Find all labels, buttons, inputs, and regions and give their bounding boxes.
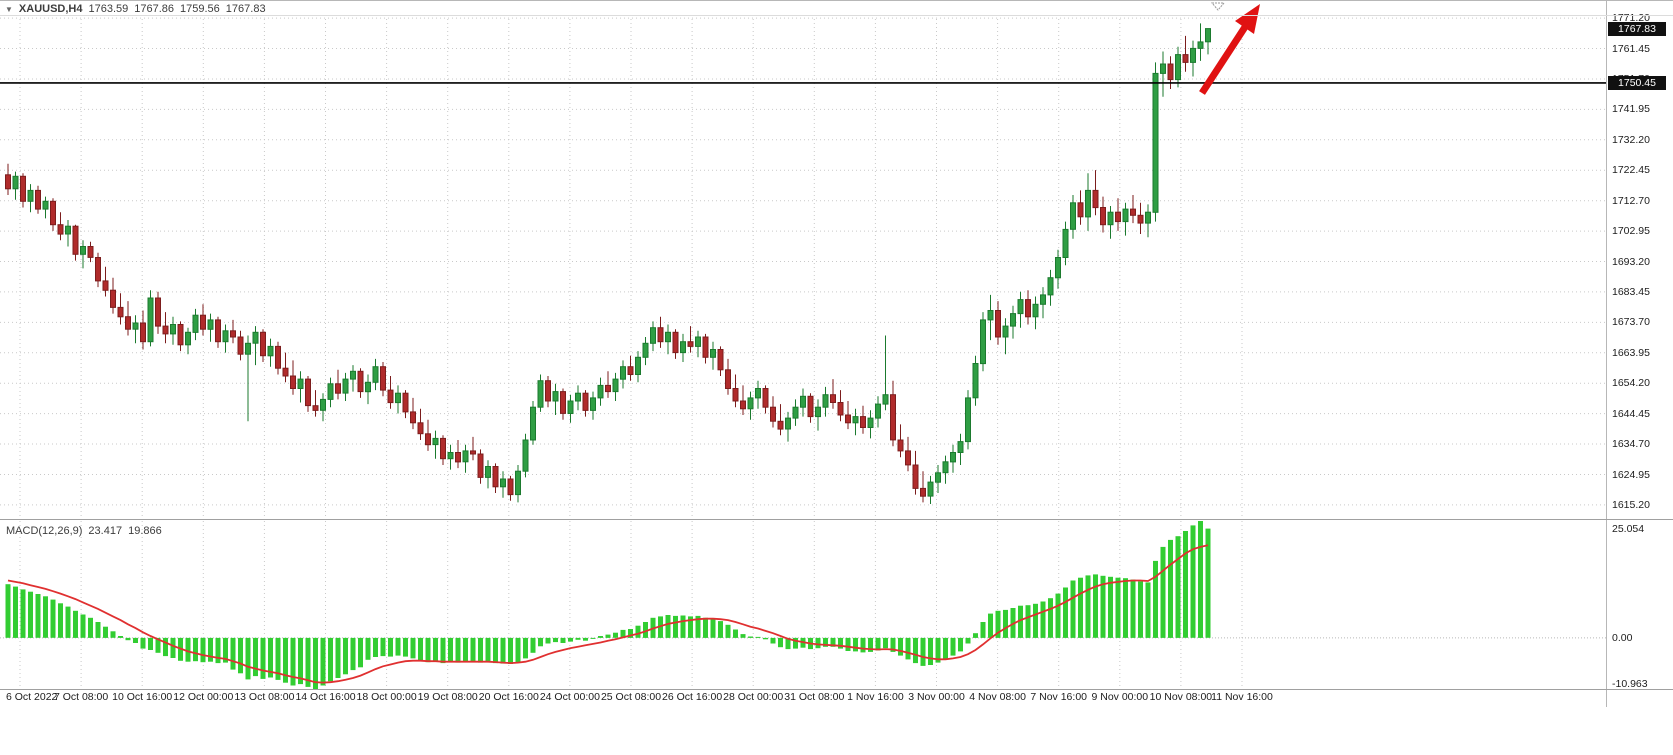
time-axis-label: 20 Oct 16:00 xyxy=(478,691,539,703)
ohlc-low: 1759.56 xyxy=(180,3,220,15)
time-axis-label: 6 Oct 2022 xyxy=(6,691,58,703)
time-axis-label: 25 Oct 08:00 xyxy=(600,691,662,703)
time-axis-label: 10 Nov 08:00 xyxy=(1149,691,1213,703)
time-axis-label: 7 Oct 08:00 xyxy=(53,691,109,703)
hline-price-badge: 1750.45 xyxy=(1608,75,1666,90)
price-axis-label: 1644.45 xyxy=(1612,407,1650,420)
time-axis[interactable]: 6 Oct 2022 7 Oct 08:00 10 Oct 16:00 12 Oct … xyxy=(0,690,1606,706)
time-axis-label: 14 Oct 16:00 xyxy=(295,691,356,703)
price-axis-label: 1663.95 xyxy=(1612,346,1650,359)
time-axis-label: 24 Oct 00:00 xyxy=(539,691,600,703)
trend-arrow-annotation[interactable] xyxy=(1199,4,1260,95)
ohlc-high: 1767.86 xyxy=(134,3,175,15)
time-axis-label: 18 Oct 00:00 xyxy=(356,691,417,703)
macd-axis-min-label: -10.963 xyxy=(1612,678,1648,690)
symbol-timeframe-label: XAUUSD,H4 xyxy=(18,3,83,15)
time-axis-label: 31 Oct 08:00 xyxy=(784,691,845,703)
header-divider xyxy=(0,15,1673,16)
price-axis-label: 1732.20 xyxy=(1612,133,1650,146)
symbol-dropdown-icon[interactable]: ▼ xyxy=(5,4,13,14)
price-chart-plot[interactable] xyxy=(0,1,1606,519)
time-axis-label: 19 Oct 08:00 xyxy=(417,691,478,703)
current-price-badge: 1767.83 xyxy=(1608,21,1666,36)
macd-indicator-plot[interactable] xyxy=(0,521,1606,689)
time-axis-label: 3 Nov 00:00 xyxy=(908,691,965,703)
price-axis-label: 1722.45 xyxy=(1612,164,1650,177)
price-axis[interactable]: 1767.83 1750.45 1771.201761.451751.70174… xyxy=(1606,1,1673,707)
macd-axis-max-label: 25.054 xyxy=(1612,523,1645,535)
macd-signal-value: 19.866 xyxy=(128,525,162,537)
panel-separator[interactable] xyxy=(0,519,1673,520)
time-axis-label: 11 Nov 16:00 xyxy=(1211,691,1273,703)
price-axis-label: 1693.20 xyxy=(1612,255,1650,268)
price-axis-label: 1761.45 xyxy=(1612,42,1650,55)
price-axis-label: 1741.95 xyxy=(1612,103,1650,116)
panel-separator-bottom[interactable] xyxy=(0,689,1673,690)
time-axis-label: 12 Oct 00:00 xyxy=(173,691,234,703)
price-axis-label: 1634.70 xyxy=(1612,438,1650,450)
price-axis-label: 1712.70 xyxy=(1612,194,1650,207)
macd-title: MACD(12,26,9) xyxy=(6,525,83,537)
chart-shift-marker-icon[interactable] xyxy=(1210,2,1226,11)
time-axis-label: 26 Oct 16:00 xyxy=(662,691,723,703)
time-axis-label: 4 Nov 08:00 xyxy=(969,691,1026,703)
time-axis-label: 9 Nov 00:00 xyxy=(1091,691,1149,703)
price-axis-label: 1624.95 xyxy=(1612,468,1650,481)
macd-indicator-label: MACD(12,26,9) 23.417 19.866 xyxy=(6,525,162,537)
macd-signal-line xyxy=(7,544,1209,684)
candles-group xyxy=(5,23,1211,504)
price-axis-label: 1683.45 xyxy=(1612,285,1650,298)
time-axis-label: 7 Nov 16:00 xyxy=(1030,691,1087,703)
price-axis-label: 1615.20 xyxy=(1612,498,1650,511)
time-axis-label: 10 Oct 16:00 xyxy=(112,691,173,703)
time-axis-label: 1 Nov 16:00 xyxy=(847,691,904,703)
macd-value: 23.417 xyxy=(88,525,123,537)
price-axis-label: 1702.95 xyxy=(1612,225,1650,238)
macd-axis-zero-label: 0.00 xyxy=(1612,631,1633,644)
time-axis-label: 28 Oct 00:00 xyxy=(723,691,784,703)
time-axis-label: 13 Oct 08:00 xyxy=(234,691,295,703)
chart-header: ▼ XAUUSD,H4 1763.59 1767.86 1759.56 1767… xyxy=(5,3,266,15)
price-axis-label: 1654.20 xyxy=(1612,377,1650,390)
macd-histogram xyxy=(5,521,1211,689)
price-axis-label: 1673.70 xyxy=(1612,316,1650,329)
ohlc-close: 1767.83 xyxy=(225,3,266,15)
ohlc-open: 1763.59 xyxy=(88,3,129,15)
